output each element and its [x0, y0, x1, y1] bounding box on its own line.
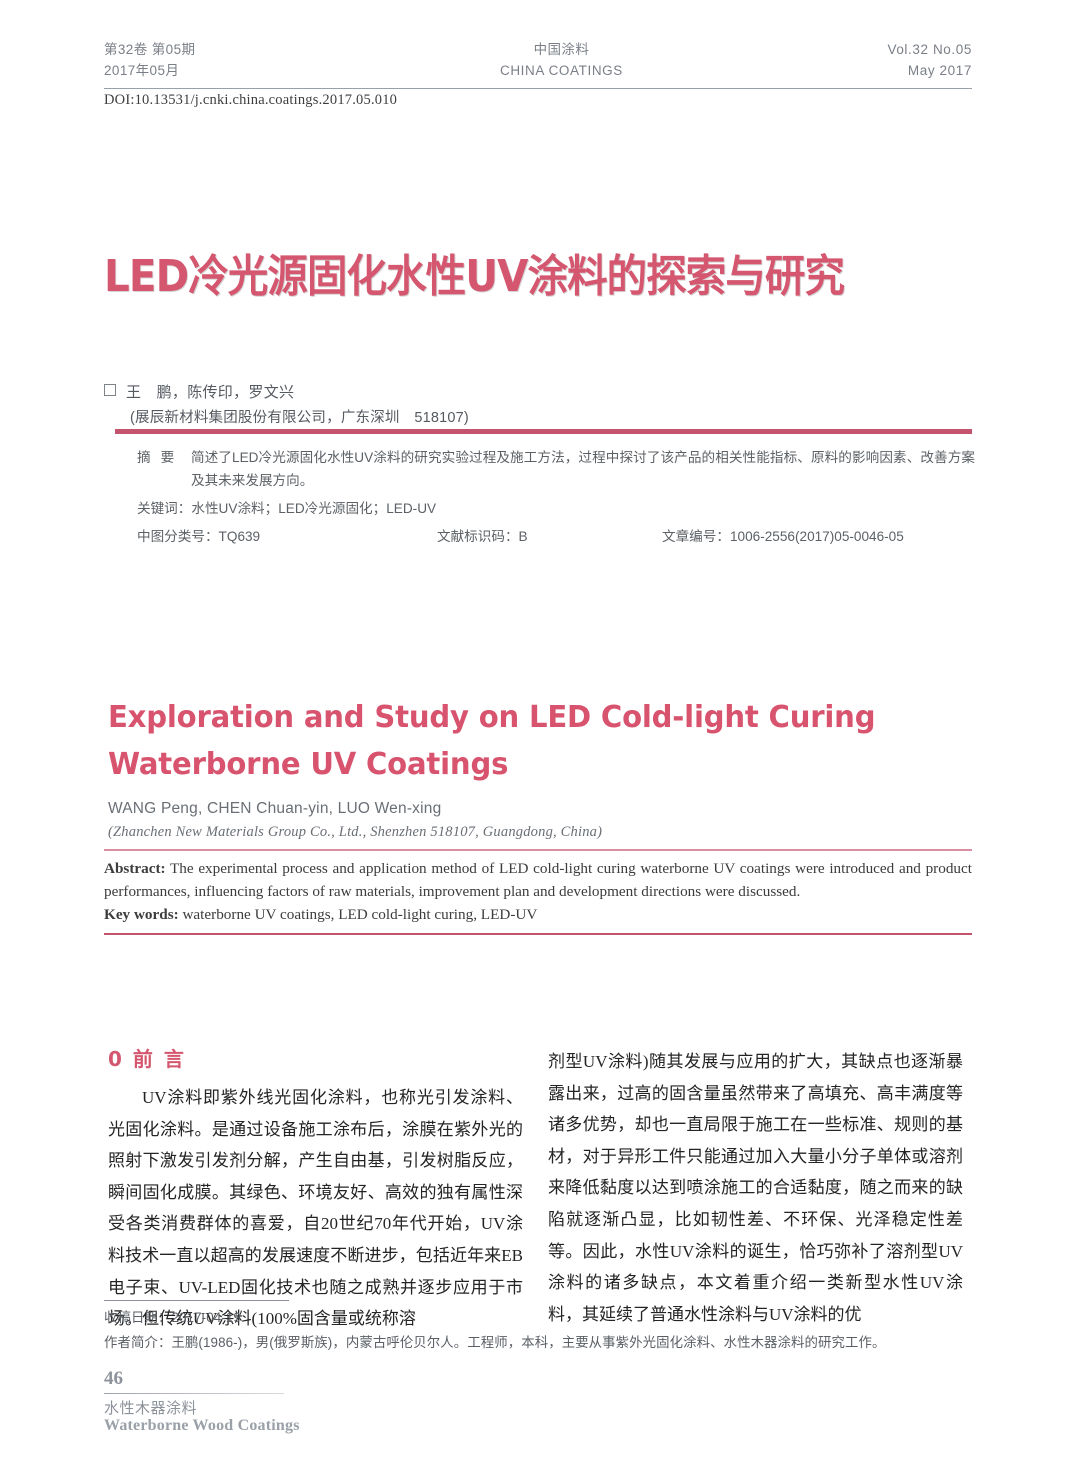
masthead-journal-cn: 中国涂料 — [533, 42, 590, 57]
masthead-journal-en: CHINA COATINGS — [499, 62, 623, 78]
affiliation-en: (Zhanchen New Materials Group Co., Ltd.,… — [108, 824, 603, 840]
masthead-journal-block: 中国涂料 CHINA COATINGS — [500, 40, 623, 82]
abstract-en-label: Abstract: — [104, 860, 166, 877]
abstract-cn-label: 摘要 — [137, 450, 185, 465]
abstract-en-text: The experimental process and application… — [104, 860, 972, 900]
divider-thick-pink — [115, 429, 972, 434]
footnote-received-date: 收稿日期：2017-04-19 — [104, 1310, 241, 1325]
header-divider — [104, 88, 972, 89]
divider-thin-pink-top — [104, 849, 972, 851]
divider-thin-pink-bottom — [104, 933, 972, 935]
authors-en: WANG Peng, CHEN Chuan-yin, LUO Wen-xing — [108, 800, 442, 817]
doi-text: DOI:10.13531/j.cnki.china.coatings.2017.… — [104, 92, 398, 108]
body-column-left: UV涂料即紫外线光固化涂料，也称光引发涂料、光固化涂料。是通过设备施工涂布后，涂… — [108, 1082, 523, 1335]
masthead-volume-issue: 第32卷 第05期 — [104, 42, 196, 57]
masthead-volume-en-block: Vol.32 No.05 May 2017 — [887, 40, 972, 82]
masthead-date-cn: 2017年05月 — [104, 62, 180, 78]
abstract-cn: 摘要 简述了LED冷光源固化水性UV涂料的研究实验过程及施工方法，过程中探讨了该… — [137, 446, 975, 493]
clc-number: 中图分类号：TQ639 — [137, 529, 261, 544]
keywords-en-text: waterborne UV coatings, LED cold-light c… — [178, 905, 538, 923]
masthead-date-en: May 2017 — [907, 62, 972, 78]
authors-cn-names: 王 鹏，陈传印，罗文兴 — [126, 384, 295, 401]
square-bullet-icon — [104, 384, 116, 396]
page-footer-divider — [104, 1393, 284, 1394]
keywords-cn: 关键词：水性UV涂料；LED冷光源固化；LED-UV — [137, 501, 437, 516]
page-title-en: Exploration and Study on LED Cold-light … — [108, 700, 876, 782]
body-paragraph-right: 剂型UV涂料)随其发展与应用的扩大，其缺点也逐渐暴露出来，过高的固含量虽然带来了… — [548, 1052, 963, 1324]
affiliation-cn: (展辰新材料集团股份有限公司，广东深圳 518107) — [130, 410, 469, 426]
masthead: 第32卷 第05期 2017年05月 中国涂料 CHINA COATINGS V… — [104, 40, 972, 82]
masthead-volume-block: 第32卷 第05期 2017年05月 — [104, 40, 195, 82]
footnote-block: 收稿日期：2017-04-19 作者简介：王鹏(1986-)，男(俄罗斯族)，内… — [104, 1306, 972, 1356]
page-footer-section-cn: 水性木器涂料 — [104, 1400, 198, 1417]
keywords-en-label: Key words: — [104, 905, 179, 923]
body-column-right: 剂型UV涂料)随其发展与应用的扩大，其缺点也逐渐暴露出来，过高的固含量虽然带来了… — [548, 1046, 963, 1330]
abstract-cn-text: 简述了LED冷光源固化水性UV涂料的研究实验过程及施工方法，过程中探讨了该产品的… — [191, 450, 975, 489]
page-footer-section-en: Waterborne Wood Coatings — [104, 1417, 300, 1434]
section-heading-introduction: 0 前 言 — [108, 1047, 186, 1071]
article-number: 文章编号：1006-2556(2017)05-0046-05 — [662, 529, 904, 544]
footnote-divider — [104, 1300, 289, 1301]
page-title-cn: LED冷光源固化水性UV涂料的探索与研究 — [104, 251, 845, 302]
document-code: 文献标识码：B — [437, 529, 528, 544]
masthead-volume-issue-en: Vol.32 No.05 — [887, 42, 972, 57]
abstract-en: Abstract: The experimental process and a… — [104, 858, 972, 926]
footnote-author-bio: 作者简介：王鹏(1986-)，男(俄罗斯族)，内蒙古呼伦贝尔人。工程师，本科，主… — [104, 1334, 886, 1350]
classification-row-cn: 中图分类号：TQ639 文献标识码：B 文章编号：1006-2556(2017)… — [137, 525, 942, 545]
page-number: 46 — [104, 1368, 123, 1389]
body-paragraph-left: UV涂料即紫外线光固化涂料，也称光引发涂料、光固化涂料。是通过设备施工涂布后，涂… — [108, 1088, 523, 1329]
authors-cn: 王 鹏，陈传印，罗文兴 — [104, 381, 294, 402]
